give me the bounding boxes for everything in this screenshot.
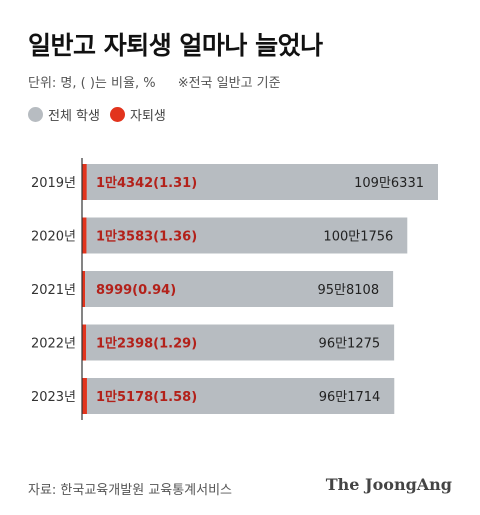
legend-label-total: 전체 학생	[48, 109, 100, 124]
unit-note: 단위: 명, ( )는 비율, %	[28, 76, 156, 91]
legend-swatch-dropout	[109, 107, 125, 122]
legend: 전체 학생 자퇴생	[28, 105, 176, 124]
total-bar	[82, 271, 394, 307]
total-value-label: 96만1714	[319, 390, 381, 405]
year-label: 2021년	[31, 283, 76, 298]
dropout-bar	[82, 164, 87, 200]
legend-item-dropout: 자퇴생	[109, 105, 166, 124]
scope-note: ※전국 일반고 기준	[177, 76, 281, 91]
legend-label-dropout: 자퇴생	[129, 109, 166, 124]
total-value-label: 96만1275	[319, 337, 381, 352]
year-label: 2020년	[31, 230, 76, 245]
total-bar	[82, 164, 438, 200]
dropout-value-label: 1만2398(1.29)	[96, 336, 197, 352]
dropout-value-label: 1만3583(1.36)	[96, 229, 197, 245]
dropout-bar	[82, 378, 87, 414]
year-label: 2023년	[31, 390, 76, 405]
total-bar	[82, 217, 408, 254]
year-label: 2019년	[31, 176, 76, 191]
dropout-value-label: 8999(0.94)	[96, 283, 176, 298]
total-bar	[82, 378, 395, 414]
dropout-value-label: 1만4342(1.31)	[96, 175, 197, 191]
dropout-bar	[82, 271, 85, 307]
source-note: 자료: 한국교육개발원 교육통계서비스	[28, 483, 233, 498]
brand-logo: The JoongAng	[325, 475, 452, 494]
dropout-value-label: 1만5178(1.58)	[96, 389, 197, 405]
dropout-bar	[82, 217, 87, 254]
year-label: 2022년	[31, 337, 76, 352]
total-bar	[82, 324, 395, 361]
bar-chart: 2019년 1만4342(1.31) 109만6331 2020년 1만3583(1.3…	[31, 158, 438, 420]
legend-item-total: 전체 학생	[28, 105, 100, 124]
page-title: 일반고 자퇴생 얼마나 늘었나	[28, 31, 323, 60]
total-value-label: 109만6331	[354, 176, 424, 191]
unit-note-row: 단위: 명, ( )는 비율, % ※전국 일반고 기준	[28, 72, 281, 91]
dropout-bar	[82, 324, 87, 361]
total-value-label: 100만1756	[323, 230, 393, 245]
total-value-label: 95만8108	[318, 283, 380, 298]
legend-swatch-total	[28, 107, 43, 122]
